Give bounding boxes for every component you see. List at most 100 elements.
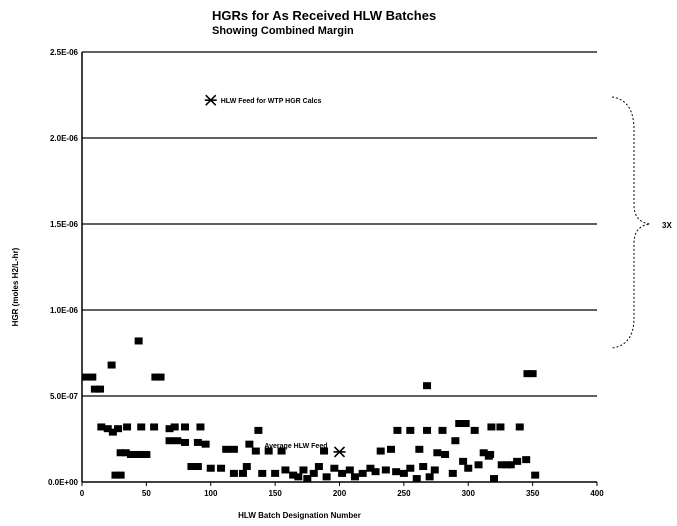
data-point bbox=[116, 471, 125, 479]
data-point bbox=[277, 447, 286, 455]
data-point bbox=[497, 461, 506, 469]
data-point bbox=[108, 428, 117, 436]
data-point bbox=[433, 449, 442, 457]
data-point bbox=[441, 450, 450, 458]
x-tick-label: 300 bbox=[462, 489, 476, 498]
data-point bbox=[201, 440, 210, 448]
data-point bbox=[271, 469, 280, 477]
data-point bbox=[358, 469, 367, 477]
data-point bbox=[229, 469, 238, 477]
data-point bbox=[309, 469, 318, 477]
data-point bbox=[406, 464, 415, 472]
data-point bbox=[406, 426, 415, 434]
x-tick-labels: 0 50 100 150 200 250 300 350 400 bbox=[80, 489, 604, 498]
data-point bbox=[490, 475, 498, 483]
y-tick-label: 2.0E-06 bbox=[50, 134, 79, 143]
data-point bbox=[193, 463, 202, 471]
data-point bbox=[206, 464, 215, 472]
data-point bbox=[474, 461, 483, 469]
data-point bbox=[217, 464, 226, 472]
data-point bbox=[264, 447, 273, 455]
data-point bbox=[423, 382, 432, 390]
data-point bbox=[142, 450, 151, 458]
data-point bbox=[181, 423, 189, 431]
data-point bbox=[376, 447, 385, 455]
chart-subtitle: Showing Combined Margin bbox=[212, 25, 354, 37]
x-axis-label: HLW Batch Designation Number bbox=[238, 511, 361, 520]
data-point bbox=[242, 463, 251, 471]
data-point bbox=[196, 423, 205, 431]
grid-lines bbox=[82, 51, 597, 397]
data-point bbox=[513, 457, 522, 465]
data-point bbox=[430, 466, 439, 474]
data-point bbox=[502, 461, 511, 469]
data-point bbox=[96, 385, 105, 393]
data-point bbox=[415, 445, 424, 453]
data-point bbox=[245, 440, 254, 448]
data-point bbox=[151, 373, 160, 381]
data-point bbox=[103, 425, 112, 433]
data-point bbox=[470, 426, 479, 434]
data-point bbox=[281, 466, 290, 474]
annotation-label: Average HLW Feed bbox=[264, 443, 327, 450]
data-point bbox=[531, 471, 540, 479]
data-point bbox=[387, 445, 395, 453]
data-point bbox=[320, 447, 329, 455]
data-point bbox=[299, 466, 308, 474]
data-point bbox=[173, 437, 182, 445]
annotation-marker bbox=[333, 446, 346, 458]
y-tick-labels: 0.0E+00 5.0E-07 1.0E-06 1.5E-06 2.0E-06 2.5E-… bbox=[48, 48, 79, 487]
data-point bbox=[114, 425, 123, 433]
data-point bbox=[254, 426, 263, 434]
curly-brace bbox=[611, 96, 651, 349]
data-point bbox=[350, 473, 359, 481]
data-point bbox=[156, 373, 165, 381]
data-point bbox=[412, 475, 421, 483]
data-point bbox=[322, 473, 331, 481]
data-point bbox=[97, 423, 106, 431]
data-point bbox=[229, 445, 238, 453]
data-point bbox=[90, 385, 99, 393]
data-point bbox=[523, 370, 532, 378]
y-tick-label: 0.0E+00 bbox=[48, 478, 79, 487]
data-point bbox=[366, 464, 375, 472]
data-point bbox=[487, 423, 496, 431]
data-point bbox=[181, 438, 189, 446]
axes bbox=[81, 52, 598, 486]
x-tick-label: 100 bbox=[204, 489, 218, 498]
data-point bbox=[419, 463, 428, 471]
x-tick-label: 0 bbox=[80, 489, 85, 498]
chart-title: HGRs for As Received HLW Batches bbox=[212, 8, 436, 23]
data-point bbox=[123, 423, 132, 431]
y-tick-label: 1.5E-06 bbox=[50, 220, 79, 229]
data-points bbox=[81, 337, 540, 483]
data-point bbox=[222, 445, 231, 453]
data-point bbox=[425, 473, 434, 481]
data-point bbox=[461, 420, 470, 428]
data-point bbox=[193, 438, 202, 446]
data-point bbox=[455, 420, 464, 428]
data-point bbox=[371, 468, 380, 476]
data-point bbox=[451, 437, 460, 445]
x-tick-label: 350 bbox=[526, 489, 540, 498]
y-tick-label: 1.0E-06 bbox=[50, 306, 79, 315]
data-point bbox=[484, 452, 493, 460]
data-point bbox=[330, 464, 339, 472]
data-point bbox=[165, 437, 174, 445]
x-tick-label: 250 bbox=[397, 489, 411, 498]
annotation-marker bbox=[204, 94, 217, 106]
y-tick-label: 2.5E-06 bbox=[50, 48, 79, 57]
data-point bbox=[345, 466, 354, 474]
annotations: HLW Feed for WTP HGR Calcs Average HLW Fe… bbox=[204, 94, 346, 458]
data-point bbox=[294, 473, 303, 481]
data-point bbox=[381, 466, 390, 474]
x-tick-label: 400 bbox=[590, 489, 604, 498]
x-tick-label: 200 bbox=[333, 489, 347, 498]
data-point bbox=[522, 456, 531, 464]
data-point bbox=[134, 337, 143, 345]
data-point bbox=[496, 423, 505, 431]
data-point bbox=[121, 449, 130, 457]
data-point bbox=[438, 426, 447, 434]
data-point bbox=[464, 464, 473, 472]
data-point bbox=[338, 469, 347, 477]
